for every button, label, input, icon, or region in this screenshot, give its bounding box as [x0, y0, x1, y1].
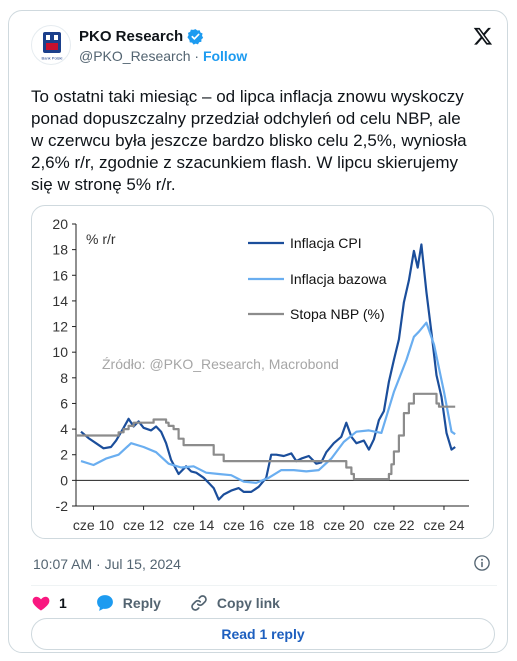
tweet-text: To ostatni taki miesiąc – od lipca infla… [31, 87, 467, 194]
avatar[interactable]: Bank Polski [31, 25, 71, 65]
verified-badge-icon [187, 29, 204, 45]
legend-label-1: Inflacja bazowa [290, 271, 387, 287]
like-button[interactable]: 1 [31, 593, 67, 613]
copy-link-label: Copy link [216, 595, 280, 611]
reply-button[interactable]: Reply [95, 593, 161, 613]
legend-label-2: Stopa NBP (%) [290, 306, 385, 322]
y-tick-label: 12 [52, 319, 68, 335]
divider [31, 585, 497, 586]
x-tick-label: cze 10 [73, 517, 114, 533]
x-tick-label: cze 20 [323, 517, 364, 533]
series-line-1 [80, 321, 456, 484]
follow-button[interactable]: Follow [202, 48, 248, 64]
author-name[interactable]: PKO Research [79, 28, 184, 45]
unit-label: % r/r [86, 231, 116, 247]
y-tick-label: 20 [52, 216, 68, 232]
y-tick-label: 10 [52, 344, 68, 360]
info-icon[interactable] [473, 554, 491, 572]
like-count: 1 [59, 595, 67, 611]
link-icon [191, 595, 207, 611]
action-bar: 1 Reply Copy link [31, 591, 308, 615]
y-tick-label: 2 [60, 447, 68, 463]
y-tick-label: 14 [52, 293, 68, 309]
y-tick-label: 4 [60, 421, 68, 437]
source-note: Źródło: @PKO_Research, Macrobond [102, 356, 339, 372]
avatar-caption: Bank Polski [42, 56, 63, 61]
tweet-card: Bank Polski PKO Research @PKO_Research ·… [8, 10, 508, 653]
x-logo-icon[interactable] [473, 26, 493, 46]
x-tick-label: cze 24 [423, 517, 464, 533]
tweet-timestamp[interactable]: 10:07 AM · Jul 15, 2024 [33, 556, 181, 572]
y-tick-label: 16 [52, 267, 68, 283]
y-tick-label: 8 [60, 370, 68, 386]
chart-image[interactable]: 20 18 16 14 12 10 8 6 4 2 0 -2 cze 10 cze 12 cze 14 cze… [31, 205, 494, 539]
reply-label: Reply [122, 595, 161, 611]
copy-link-button[interactable]: Copy link [189, 593, 280, 613]
x-tick-label: cze 12 [123, 517, 164, 533]
y-tick-label: 6 [60, 395, 68, 411]
author-handle[interactable]: @PKO_Research [79, 48, 191, 64]
author-handle-row: @PKO_Research · Follow [79, 48, 247, 64]
y-tick-label: 0 [60, 472, 68, 488]
series-line-0 [80, 243, 456, 501]
x-tick-label: cze 16 [223, 517, 264, 533]
read-replies-button[interactable]: Read 1 reply [31, 618, 495, 650]
x-tick-label: cze 14 [173, 517, 214, 533]
x-tick-label: cze 18 [273, 517, 314, 533]
pko-logo-icon: Bank Polski [42, 32, 63, 61]
handle-separator: · [194, 48, 200, 64]
heart-icon [32, 596, 50, 611]
legend-label-0: Inflacja CPI [290, 235, 362, 251]
x-tick-label: cze 22 [373, 517, 414, 533]
y-tick-label: -2 [56, 498, 69, 514]
series-line-2 [76, 392, 456, 481]
y-tick-label: 18 [52, 242, 68, 258]
author-name-row: PKO Research [79, 28, 204, 45]
reply-bubble-icon [96, 595, 113, 611]
